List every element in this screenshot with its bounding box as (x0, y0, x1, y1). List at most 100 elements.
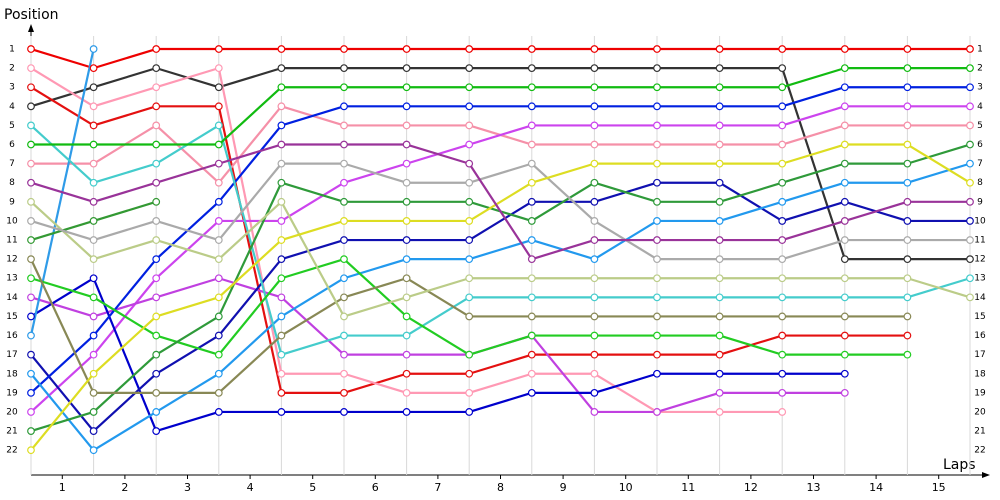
y-tick-label-right: 22 (974, 446, 985, 456)
point (715, 64, 724, 73)
point (27, 197, 35, 206)
point (903, 102, 912, 111)
point (653, 64, 661, 73)
y-tick-label: 19 (6, 388, 18, 398)
series-line (30, 162, 970, 261)
x-tick-label: 13 (807, 481, 821, 494)
point (590, 121, 599, 130)
point (966, 217, 974, 225)
point (966, 159, 974, 168)
point (340, 293, 348, 302)
point (778, 388, 787, 397)
point (89, 102, 98, 111)
point (152, 102, 161, 111)
point (903, 83, 912, 92)
point (840, 217, 849, 225)
point (277, 178, 286, 187)
point (715, 178, 724, 187)
point (277, 331, 286, 340)
point (527, 274, 536, 283)
y-tick-label-right: 10 (974, 216, 986, 226)
point (152, 236, 161, 244)
point (527, 83, 536, 92)
point (402, 274, 411, 283)
point (214, 159, 223, 168)
point (340, 274, 348, 283)
point (590, 331, 599, 340)
point (966, 255, 974, 264)
point (653, 178, 661, 187)
point (966, 121, 974, 130)
point (340, 83, 348, 92)
point (590, 45, 599, 53)
point (590, 312, 599, 321)
point (340, 140, 348, 149)
point (653, 83, 661, 92)
point (590, 408, 599, 416)
point (402, 350, 411, 359)
series-line (30, 277, 845, 433)
point (27, 64, 35, 73)
point (214, 83, 223, 92)
point (527, 45, 536, 53)
point (465, 369, 474, 378)
point (966, 102, 974, 111)
x-axis-title: Laps (943, 457, 976, 473)
point (527, 312, 536, 321)
grid (30, 36, 971, 475)
point (27, 121, 35, 130)
point (340, 369, 348, 378)
y-tick-label: 20 (6, 407, 18, 417)
y-tick-label-right: 16 (974, 331, 986, 341)
point (715, 236, 724, 244)
y-axis-title: Position (4, 7, 59, 23)
axes (28, 24, 990, 478)
point (27, 83, 35, 92)
point (903, 121, 912, 130)
point (527, 350, 536, 359)
point (778, 45, 787, 53)
x-tick-label: 10 (619, 481, 633, 494)
point (590, 159, 599, 168)
point (152, 369, 161, 378)
point (214, 217, 223, 225)
point (840, 388, 849, 397)
point (465, 197, 474, 206)
point (715, 83, 724, 92)
point (778, 255, 787, 264)
point (778, 293, 787, 302)
point (715, 408, 724, 416)
point (340, 217, 348, 225)
point (152, 388, 161, 397)
x-tick-label: 8 (497, 481, 504, 494)
point (465, 140, 474, 149)
point (277, 408, 286, 416)
y-tick-label-right: 12 (974, 255, 985, 265)
point (27, 427, 35, 435)
point (277, 197, 286, 206)
point (590, 64, 599, 73)
point (966, 236, 974, 244)
x-tick-label: 14 (869, 481, 883, 494)
point (903, 274, 912, 283)
point (903, 217, 912, 225)
point (27, 217, 35, 225)
point (152, 45, 161, 53)
point (340, 45, 348, 53)
point (277, 350, 286, 359)
point (152, 312, 161, 321)
point (214, 350, 223, 359)
point (465, 83, 474, 92)
x-tick-label: 11 (681, 481, 695, 494)
point (402, 197, 411, 206)
point (340, 121, 348, 130)
point (402, 312, 411, 321)
point (527, 121, 536, 130)
point (715, 159, 724, 168)
y-tick-label-right: 6 (977, 140, 983, 150)
point (27, 408, 35, 416)
point (89, 331, 98, 340)
point (715, 369, 724, 378)
y-tick-label-right: 4 (977, 102, 983, 112)
point (277, 159, 286, 168)
